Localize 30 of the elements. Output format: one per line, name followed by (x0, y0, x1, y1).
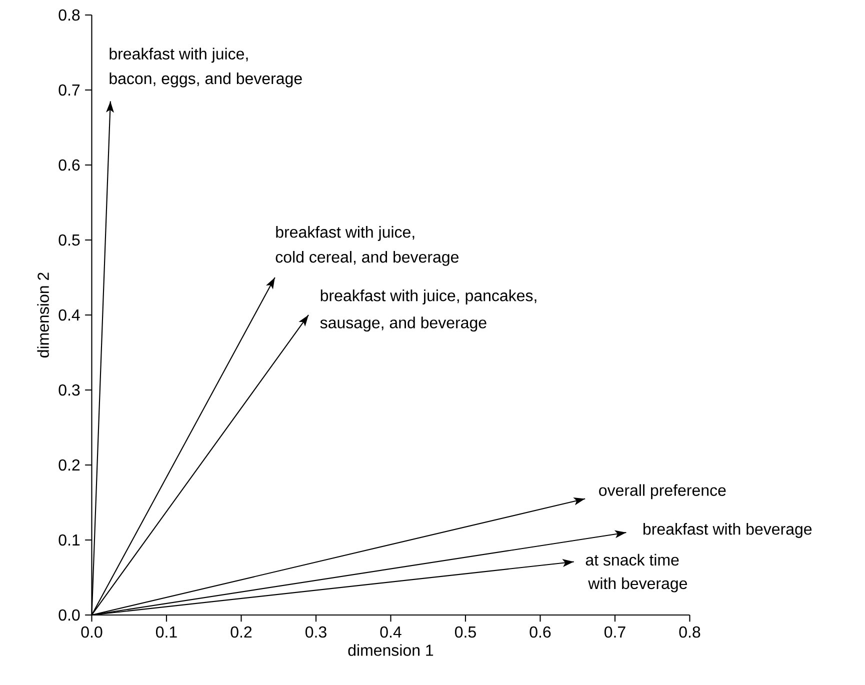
y-tick-label: 0.4 (58, 309, 80, 321)
x-tick-label: 0.6 (530, 626, 551, 638)
annotation: breakfast with beverage (643, 523, 812, 538)
annotation: cold cereal, and beverage (276, 250, 458, 266)
x-tick-label: 0.1 (156, 626, 177, 638)
x-tick-label: 0.5 (454, 626, 476, 638)
y-tick-label: 0.6 (58, 159, 80, 171)
x-tick-label: 0.7 (604, 626, 626, 638)
annotation: bacon, eggs, and beverage (110, 72, 302, 88)
y-tick-label: 0.0 (58, 609, 80, 621)
y-tick-label: 0.5 (58, 234, 80, 246)
x-tick-label: 0.8 (679, 626, 700, 638)
annotation: breakfast with juice, (110, 48, 248, 63)
y-tick-label: 0.8 (58, 9, 80, 21)
x-axis-title: dimension 1 (348, 644, 434, 656)
annotation: overall preference (599, 484, 726, 500)
y-tick-label: 0.2 (58, 459, 80, 471)
annotation: breakfast with juice, (276, 226, 414, 241)
x-tick-label: 0.2 (230, 626, 252, 638)
annotation: sausage, and beverage (320, 316, 486, 332)
y-axis-title: dimension 2 (37, 272, 49, 358)
annotation: at snack time (586, 554, 679, 566)
y-tick-label: 0.7 (58, 84, 80, 96)
x-tick-label: 0.0 (81, 626, 102, 638)
annotation: with beverage (588, 577, 687, 592)
annotation: breakfast with juice, pancakes, (320, 290, 536, 304)
x-tick-label: 0.3 (305, 626, 326, 638)
y-tick-label: 0.1 (58, 534, 80, 546)
y-tick-label: 0.3 (58, 384, 80, 396)
x-tick-label: 0.4 (380, 626, 402, 638)
